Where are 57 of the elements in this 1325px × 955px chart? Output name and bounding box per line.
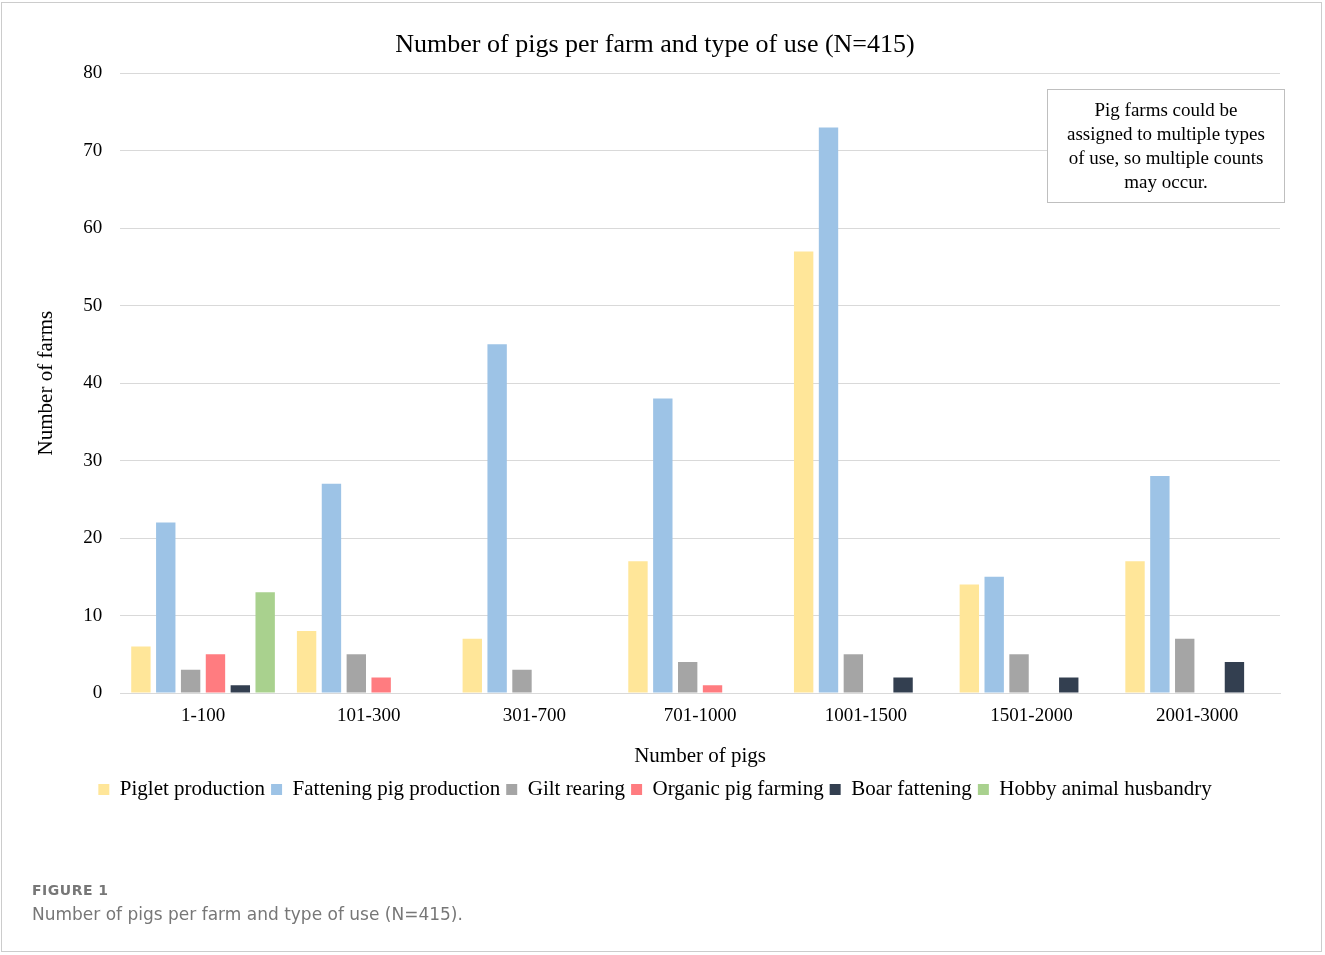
y-tick-label: 70 [83, 138, 103, 160]
bar [1125, 561, 1145, 693]
caption: FIGURE 1 [32, 882, 109, 898]
legend-label: Hobby animal husbandry [999, 776, 1213, 801]
x-tick-label: 2001-3000 [1155, 704, 1239, 726]
bar [346, 654, 366, 693]
x-tick-label: 1001-1500 [824, 704, 907, 726]
bar [156, 522, 176, 693]
bar [1175, 638, 1195, 693]
x-tick-label: 1-100 [180, 704, 226, 726]
y-tick-label: 10 [83, 603, 103, 625]
y-tick-label: 30 [83, 448, 103, 470]
legend-label: Organic pig farming [652, 776, 825, 801]
y-tick-label: 20 [83, 526, 103, 548]
bar [1009, 654, 1029, 693]
bar [818, 127, 839, 693]
text: Number of pigs per farm and type of use (N=415). [32, 904, 463, 924]
bar [1224, 662, 1245, 693]
x-axis-title: Number of pigs [634, 742, 767, 767]
bar [677, 662, 698, 693]
bar [230, 685, 251, 693]
annotation: Pig farms could be assigned to multiple types of use, so multiple counts may occur. [1047, 89, 1285, 203]
bar [959, 584, 980, 693]
bar [1150, 476, 1170, 693]
bar [512, 669, 532, 693]
bar [321, 483, 342, 693]
chart-title: Number of pigs per farm and type of use (N=415) [395, 29, 915, 59]
y-tick-label: 40 [83, 371, 103, 393]
y-tick-label: 80 [83, 61, 103, 83]
x-tick-label: 301-700 [502, 704, 567, 726]
bar [205, 654, 226, 693]
y-tick-label: 60 [83, 216, 103, 238]
y-axis-title: Number of farms [33, 310, 58, 456]
legend-label: Fattening pig production [292, 776, 501, 801]
bar [1059, 677, 1079, 693]
bar [462, 638, 482, 693]
bar [255, 592, 275, 693]
bar [180, 669, 201, 693]
bar [893, 677, 913, 693]
x-tick-label: 1501-2000 [990, 704, 1073, 726]
y-tick-label: 50 [83, 293, 103, 315]
bar [793, 251, 814, 693]
bar [371, 677, 391, 693]
bar [984, 576, 1004, 693]
bar [487, 344, 507, 693]
bar [843, 654, 864, 693]
x-tick-label: 101-300 [337, 704, 401, 726]
bar [702, 685, 723, 693]
bar [653, 398, 673, 693]
y-tick-label: 0 [92, 680, 103, 702]
bar [296, 631, 317, 693]
legend-label: Boar fattening [851, 776, 973, 801]
bar [628, 561, 648, 693]
x-tick-label: 701-1000 [663, 704, 737, 726]
legend-label: Piglet production [119, 776, 266, 801]
bar [131, 646, 151, 693]
legend-label: Gilt rearing [527, 776, 626, 801]
